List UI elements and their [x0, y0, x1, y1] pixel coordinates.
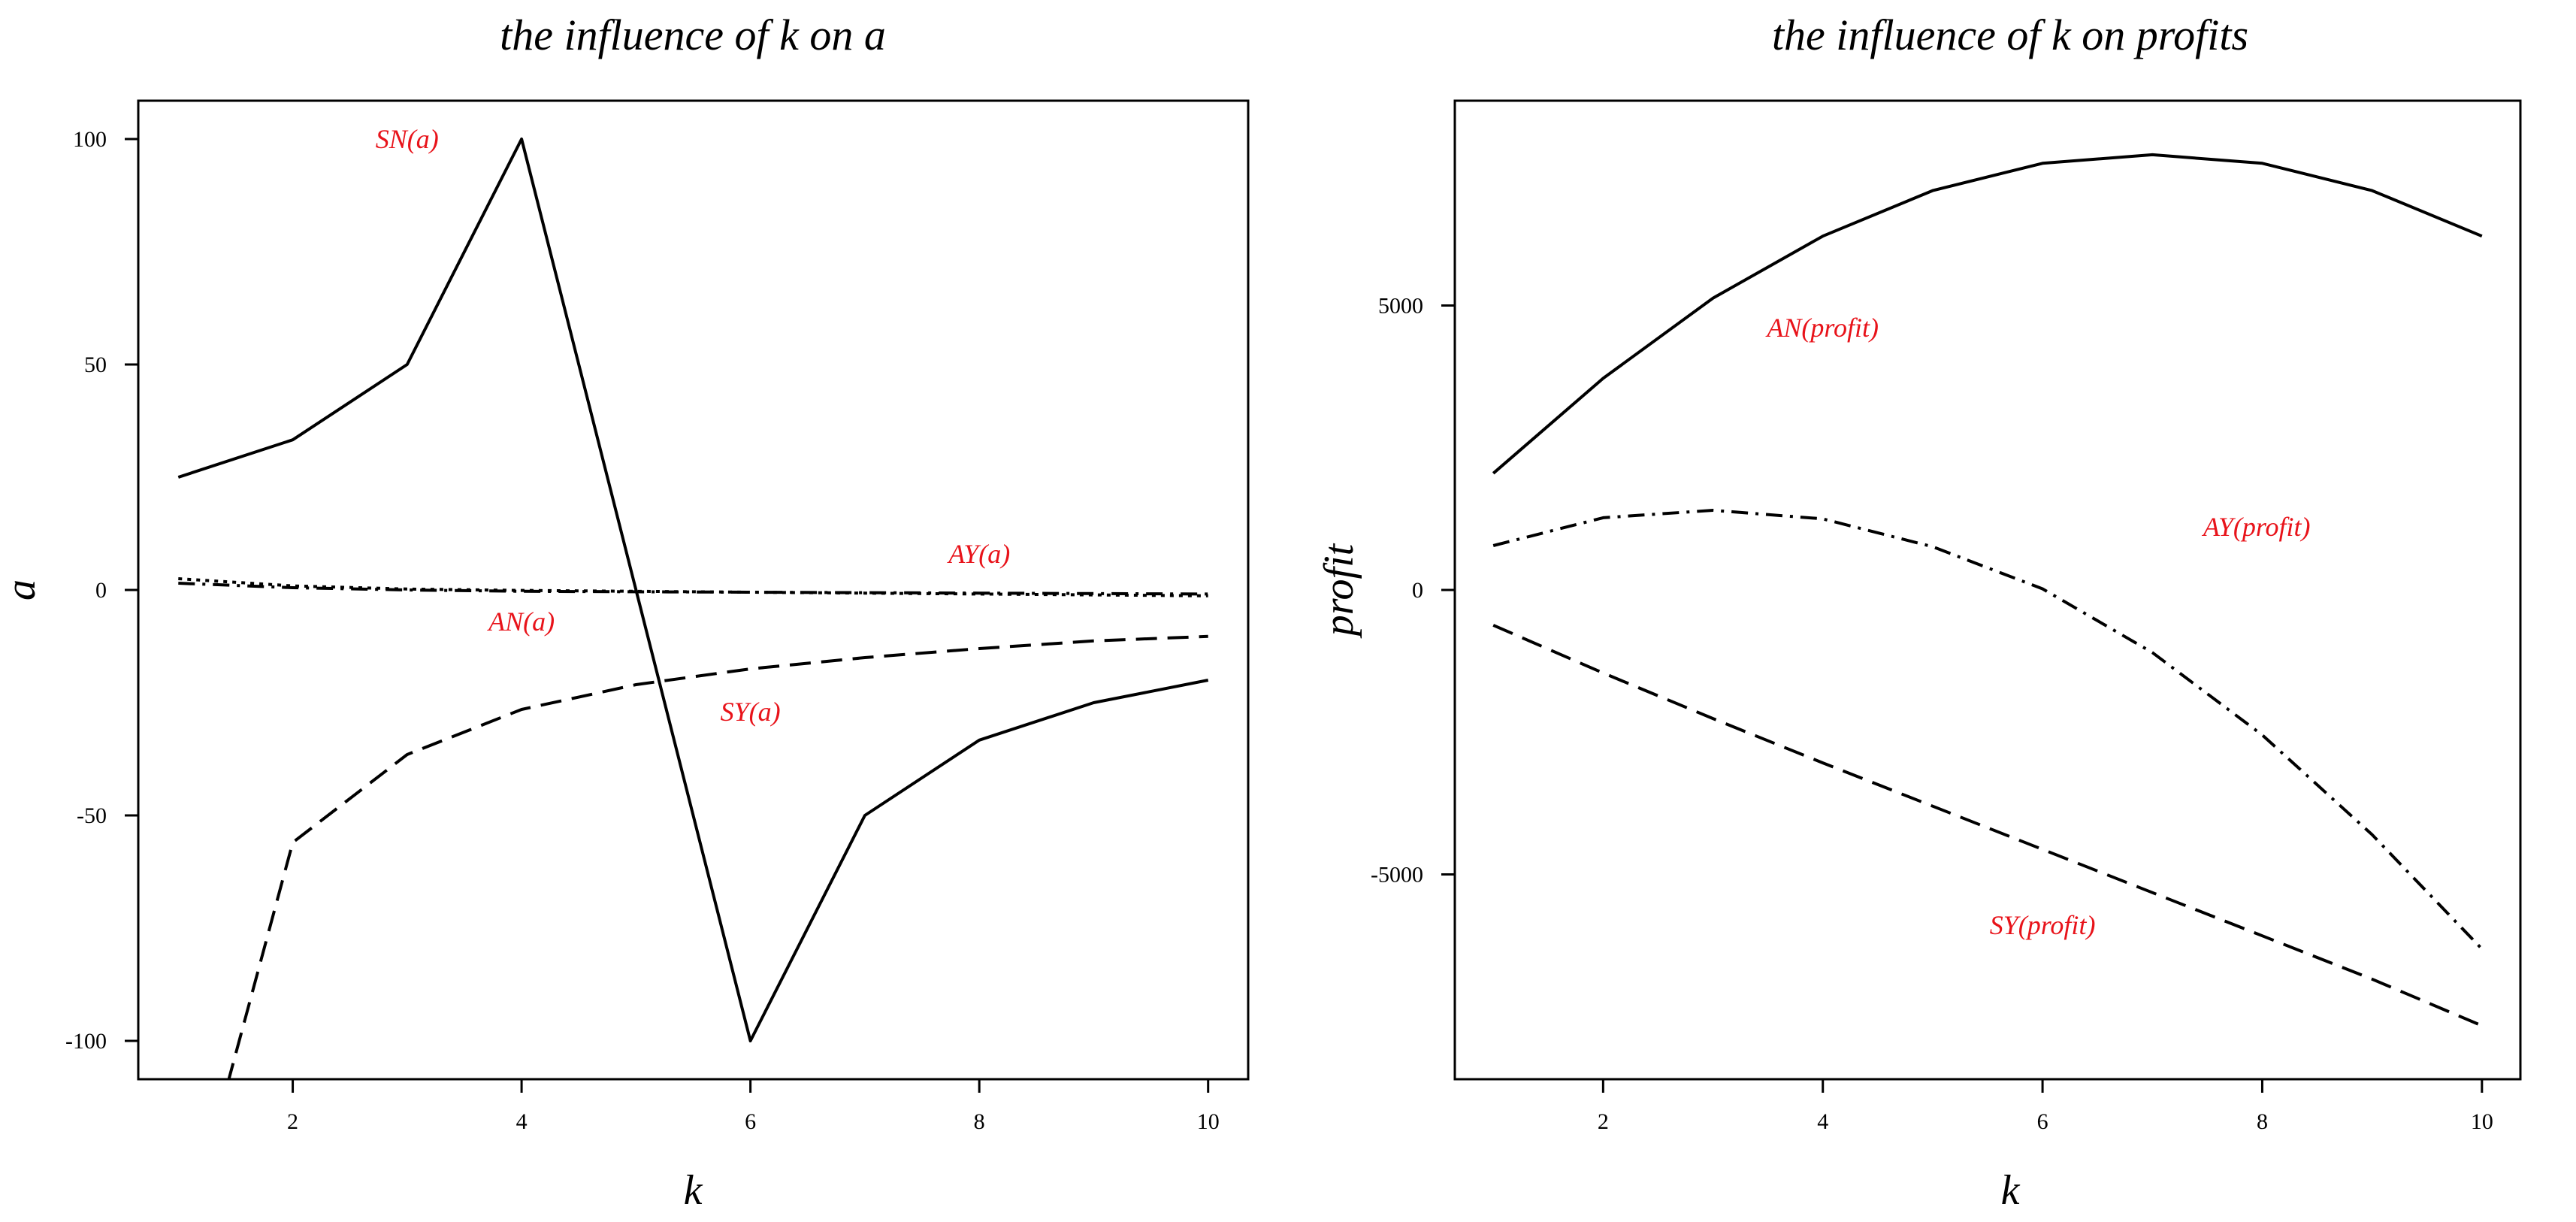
- left-y-axis-label: a: [0, 579, 44, 600]
- left-x-tick-label: 4: [516, 1109, 528, 1134]
- left-annotation-label: AY(a): [947, 539, 1010, 569]
- right-x-tick-label: 10: [2471, 1109, 2493, 1134]
- left-series-sy-a: [227, 634, 1208, 1079]
- left-annotation-label: SY(a): [721, 697, 781, 727]
- right-x-axis-label: k: [2001, 1167, 2021, 1214]
- left-chart-title: the influence of k on a: [500, 11, 886, 59]
- left-annotation-label: AN(a): [487, 606, 555, 637]
- left-chart: the influence of k on a SN(a) AY(a) AN(a) S…: [0, 11, 1250, 1214]
- right-plot-frame: [1453, 99, 2522, 1081]
- right-chart-title: the influence of k on profits: [1772, 11, 2248, 59]
- right-annotation-label: AN(profit): [1765, 313, 1879, 343]
- right-y-tick-label: -5000: [1371, 862, 1423, 887]
- right-x-tick-label: 4: [1817, 1109, 1828, 1134]
- right-x-tick-label: 8: [2257, 1109, 2268, 1134]
- left-x-tick-label: 10: [1197, 1109, 1220, 1134]
- left-series-sn-a: [177, 138, 1209, 1042]
- left-y-tick-label: 0: [95, 578, 107, 603]
- left-annotation-label: SN(a): [376, 124, 439, 154]
- right-series-ay-profit: [1492, 509, 2484, 951]
- left-series-an-a: [178, 577, 1208, 597]
- right-x-tick-label: 2: [1598, 1109, 1609, 1134]
- right-x-tick-label: 6: [2037, 1109, 2048, 1134]
- right-y-tick-label: 5000: [1378, 294, 1423, 319]
- left-y-tick-label: -100: [65, 1029, 107, 1054]
- right-annotation-label: SY(profit): [1990, 910, 2096, 940]
- right-chart: the influence of k on profits AN(profit)…: [1316, 11, 2522, 1214]
- left-y-tick-label: 100: [73, 127, 107, 152]
- right-annotation-label: AY(profit): [2202, 512, 2311, 542]
- left-x-tick-label: 6: [745, 1109, 756, 1134]
- left-x-tick-label: 2: [287, 1109, 298, 1134]
- left-plot-frame: [137, 99, 1250, 1081]
- right-y-axis-label: profit: [1316, 543, 1362, 639]
- right-series-an-profit: [1492, 153, 2483, 475]
- left-x-axis-label: k: [684, 1167, 703, 1214]
- left-x-tick-label: 8: [974, 1109, 985, 1134]
- right-y-tick-label: 0: [1412, 578, 1423, 603]
- left-y-tick-label: 50: [84, 352, 107, 377]
- right-series-sy-profit: [1492, 624, 2483, 1027]
- left-y-tick-label: -50: [77, 803, 107, 828]
